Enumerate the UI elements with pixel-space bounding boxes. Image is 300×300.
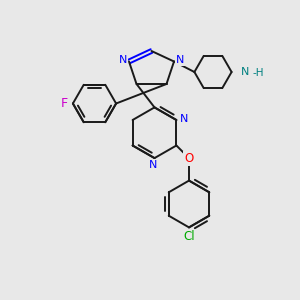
Text: F: F — [60, 97, 68, 110]
Text: N: N — [149, 160, 157, 170]
Text: N: N — [241, 67, 249, 77]
Text: -H: -H — [253, 68, 264, 78]
Text: N: N — [176, 55, 184, 65]
Text: N: N — [119, 55, 127, 65]
Text: N: N — [180, 113, 188, 124]
Text: O: O — [184, 152, 194, 165]
Text: Cl: Cl — [183, 230, 195, 244]
